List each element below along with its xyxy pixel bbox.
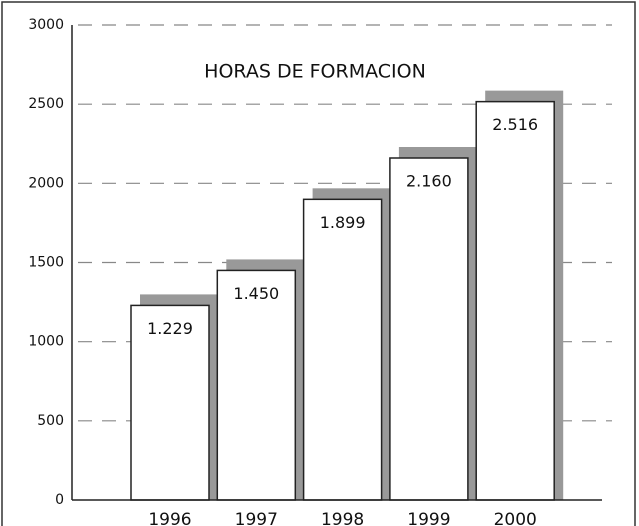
value-label: 1.450: [233, 284, 279, 303]
value-label: 1.229: [147, 319, 193, 338]
x-tick-label: 1999: [407, 510, 450, 526]
y-tick-label: 500: [37, 413, 64, 429]
bar: [302, 198, 383, 501]
bar: [130, 304, 210, 501]
y-tick-label: 2500: [28, 96, 64, 112]
y-tick-label: 0: [55, 492, 64, 508]
x-tick-label: 1997: [235, 510, 278, 526]
bar: [475, 100, 555, 501]
value-label: 1.899: [320, 213, 366, 232]
bar: [216, 269, 297, 501]
x-tick-label: 1998: [321, 510, 364, 526]
value-label: 2.160: [406, 172, 452, 191]
value-label: 2.516: [492, 115, 538, 134]
y-tick-label: 3000: [28, 17, 64, 33]
y-tick-label: 1000: [28, 334, 64, 350]
bar: [389, 157, 469, 501]
x-tick-label: 1996: [148, 510, 191, 526]
chart-title: HORAS DE FORMACION: [204, 61, 426, 83]
x-tick-label: 2000: [494, 510, 537, 526]
y-tick-label: 1500: [28, 255, 64, 271]
y-tick-label: 2000: [28, 175, 64, 191]
